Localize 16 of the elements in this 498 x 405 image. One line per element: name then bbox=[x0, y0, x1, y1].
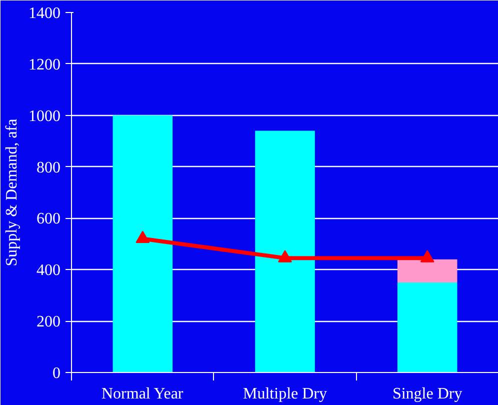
bar bbox=[255, 130, 315, 372]
y-tick-label: 800 bbox=[36, 159, 60, 176]
bar bbox=[397, 259, 458, 282]
y-tick-label: 400 bbox=[36, 262, 60, 280]
x-tick-label: Single Dry bbox=[392, 386, 462, 402]
y-tick-label: 600 bbox=[36, 210, 60, 228]
y-tick-label: 1200 bbox=[28, 56, 60, 74]
y-axis-title: Supply & Demand, afa bbox=[4, 118, 20, 266]
bar bbox=[112, 115, 173, 372]
y-tick-label: 0 bbox=[52, 365, 60, 382]
x-tick-label: Normal Year bbox=[101, 386, 184, 402]
x-tick-label: Multiple Dry bbox=[243, 386, 328, 402]
y-tick-label: 1400 bbox=[28, 5, 60, 22]
y-tick-label: 200 bbox=[36, 314, 60, 331]
y-tick-label: 1000 bbox=[28, 108, 60, 125]
bar bbox=[397, 282, 458, 372]
